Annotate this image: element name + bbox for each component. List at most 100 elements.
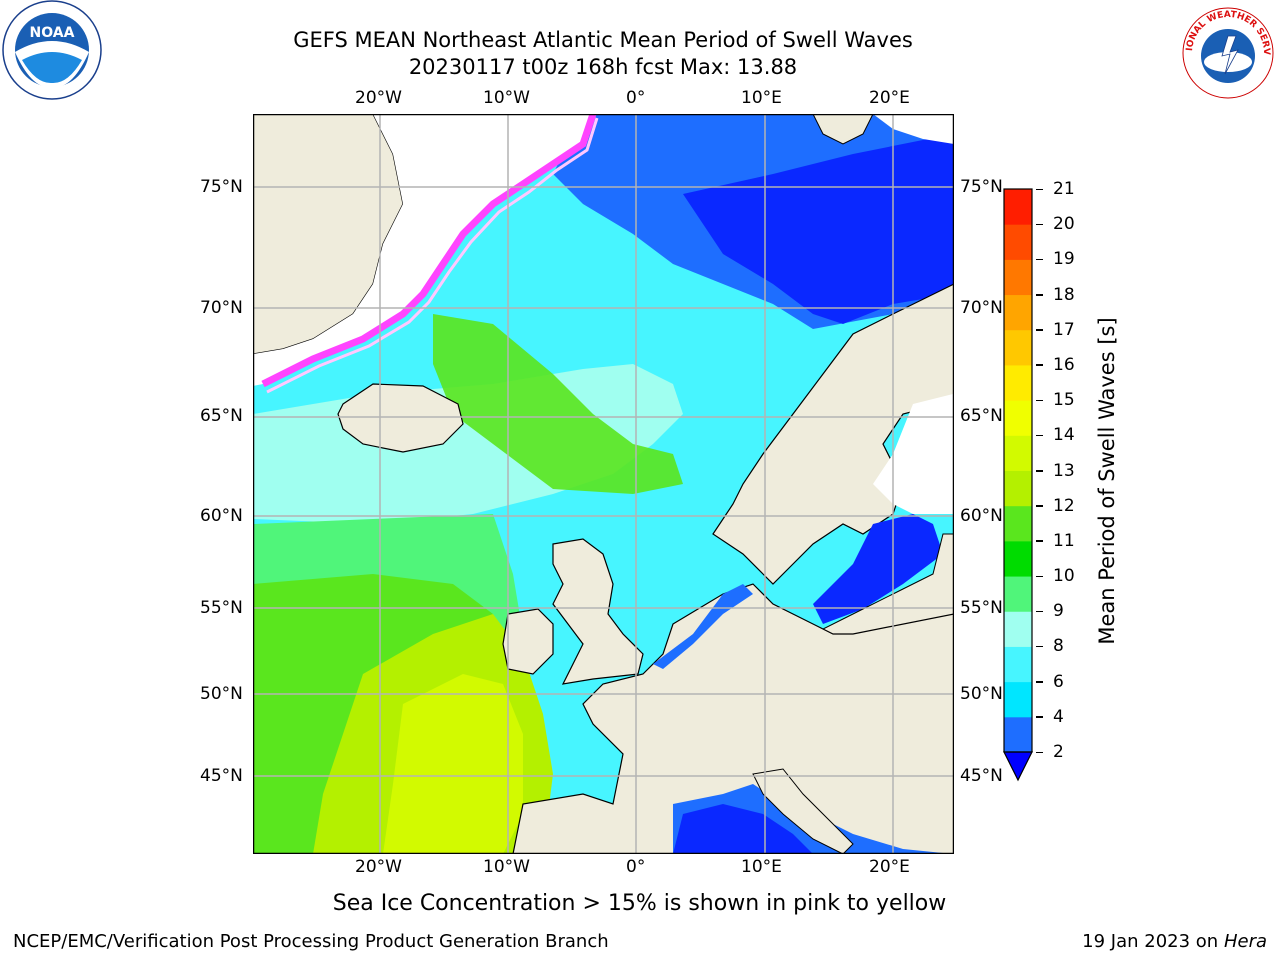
colorbar-band (1004, 294, 1032, 331)
iceland-land (337, 383, 464, 453)
colorbar-tick-label: 19 (1053, 249, 1075, 270)
lon-tick-bottom: 10°E (741, 857, 782, 877)
colorbar-tick-mark (1036, 364, 1043, 366)
colorbar-tick-mark (1036, 505, 1043, 507)
lon-tick-top: 0° (626, 88, 646, 108)
sea-ice-edge-inner (266, 117, 599, 394)
lat-tick-right: 55°N (960, 598, 1003, 618)
swell-zone-13-14s (383, 674, 523, 854)
colorbar-band (1004, 189, 1032, 225)
colorbar-tick-mark (1036, 645, 1043, 648)
colorbar-tick-mark (1036, 575, 1043, 578)
colorbar-band (1004, 540, 1032, 577)
lat-tick-left: 50°N (200, 684, 243, 704)
lat-tick-right: 50°N (960, 684, 1003, 704)
lon-tick-bottom: 0° (626, 857, 646, 877)
ireland-land (502, 608, 554, 675)
chart-title: GEFS MEAN Northeast Atlantic Mean Period… (293, 28, 913, 52)
colorbar-tick-label: 14 (1053, 425, 1075, 446)
colorbar-label: Mean Period of Swell Waves [s] (1095, 317, 1119, 645)
lat-tick-left: 55°N (200, 598, 243, 618)
lon-tick-top: 20°W (355, 88, 402, 108)
colorbar-tick-mark (1036, 329, 1043, 331)
colorbar-label-wrap: Mean Period of Swell Waves [s] (1095, 317, 1119, 644)
colorbar-tick-label: 2 (1053, 742, 1064, 762)
map-frame (253, 114, 954, 854)
colorbar-band (1004, 224, 1032, 260)
lon-tick-top: 20°E (869, 88, 910, 108)
lat-tick-right: 65°N (960, 406, 1003, 426)
colorbar (1003, 188, 1033, 782)
colorbar-tick-mark (1036, 399, 1043, 402)
lat-tick-right: 75°N (960, 177, 1003, 197)
footer-date-text: 19 Jan 2023 on (1082, 931, 1224, 952)
colorbar-tick-label: 8 (1053, 636, 1064, 657)
footer-host: Hera (1223, 931, 1267, 952)
lon-tick-bottom: 10°W (483, 857, 530, 877)
colorbar-band (1004, 400, 1032, 436)
sea-ice-edge (261, 114, 597, 388)
colorbar-tick-label: 17 (1053, 319, 1075, 340)
colorbar-band (1004, 364, 1032, 401)
noaa-logo-icon: NOAA (2, 0, 102, 100)
colorbar-tick-mark (1036, 540, 1043, 542)
lon-tick-top: 10°E (741, 88, 782, 108)
italy-land (752, 768, 854, 854)
colorbar-tick-label: 15 (1053, 390, 1075, 411)
colorbar-tick-label: 20 (1053, 214, 1075, 235)
lat-tick-right: 60°N (960, 506, 1003, 526)
colorbar-tick-mark (1036, 434, 1043, 437)
colorbar-tick-mark (1036, 258, 1043, 261)
colorbar-under-extension (1003, 751, 1033, 782)
map-panel (253, 114, 954, 854)
lon-tick-bottom: 20°W (355, 857, 402, 877)
colorbar-band (1004, 646, 1032, 683)
north-sea-coast (653, 584, 753, 669)
colorbar-tick-label: 21 (1053, 179, 1075, 199)
lat-tick-right: 45°N (960, 766, 1003, 786)
swell-zone-10-12s (433, 314, 683, 494)
colorbar-band (1004, 681, 1032, 718)
colorbar-tick-mark (1036, 294, 1043, 296)
colorbar-tick-label: 16 (1053, 354, 1075, 375)
colorbar-band (1004, 259, 1032, 296)
colorbar-band (1004, 435, 1032, 471)
colorbar-tick-mark (1036, 188, 1043, 190)
footer-date: 19 Jan 2023 on Hera (1082, 931, 1267, 953)
great-britain-land (552, 538, 644, 685)
colorbar-band (1004, 329, 1032, 366)
colorbar-band (1004, 611, 1032, 647)
colorbar-frame (1003, 188, 1033, 753)
colorbar-band (1004, 505, 1032, 542)
colorbar-tick-mark (1036, 716, 1043, 718)
graticule (253, 114, 954, 854)
colorbar-tick-mark (1036, 470, 1043, 472)
lat-tick-left: 60°N (200, 506, 243, 526)
footer-credit: NCEP/EMC/Verification Post Processing Pr… (13, 931, 609, 952)
lat-tick-left: 45°N (200, 766, 243, 786)
mediterranean-deep (673, 804, 813, 854)
colorbar-tick-mark (1036, 681, 1043, 683)
noaa-logo-text: NOAA (30, 25, 75, 41)
lat-tick-left: 65°N (200, 406, 243, 426)
lat-tick-left: 70°N (200, 298, 243, 318)
colorbar-tick-label: 11 (1053, 530, 1075, 551)
colorbar-tick-label: 9 (1053, 601, 1064, 622)
lon-tick-bottom: 20°E (869, 857, 910, 877)
colorbar-tick-label: 4 (1053, 706, 1064, 727)
colorbar-tick-label: 12 (1053, 495, 1075, 516)
colorbar-tick-mark (1036, 223, 1043, 226)
swell-zone-under-2s (683, 134, 953, 324)
colorbar-tick-mark (1036, 610, 1043, 613)
lon-tick-top: 10°W (483, 88, 530, 108)
colorbar-band (1004, 470, 1032, 507)
baltic-sea (813, 514, 943, 624)
colorbar-tick-label: 6 (1053, 671, 1064, 692)
colorbar-band (1004, 716, 1032, 753)
lat-tick-left: 75°N (200, 177, 243, 197)
svalbard-land (812, 114, 874, 145)
lat-tick-right: 70°N (960, 298, 1003, 318)
colorbar-tick-label: 10 (1053, 566, 1075, 587)
nws-logo-icon: NATIONAL WEATHER SERVICE (1174, 0, 1278, 100)
colorbar-tick-mark (1036, 751, 1043, 753)
